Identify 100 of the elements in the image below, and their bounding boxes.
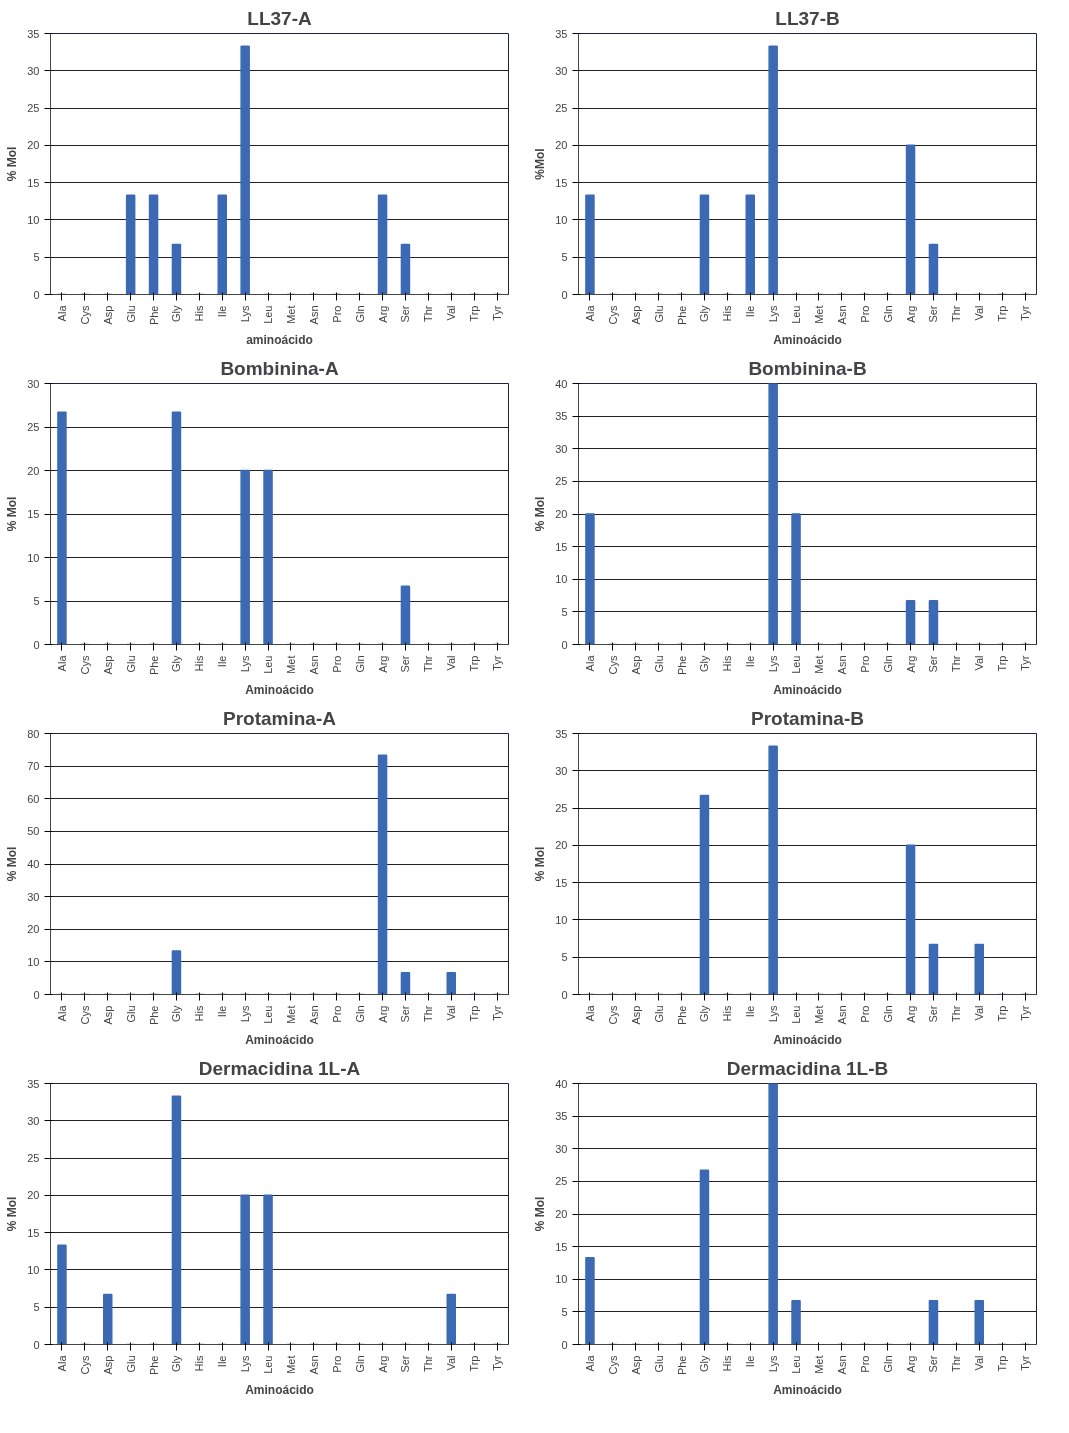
x-tick-label: Lys	[239, 305, 252, 323]
x-tick-label: Ser	[927, 305, 940, 323]
x-tick-label: Gln	[881, 655, 894, 673]
x-tick-label: His	[721, 1005, 734, 1022]
x-tick-label: Cys	[78, 1355, 91, 1375]
x-tick-label: Ala	[583, 1354, 596, 1372]
x-tick-label: Pro	[330, 1355, 343, 1373]
x-tick-label: Gln	[881, 1355, 894, 1373]
x-tick-label: Ile	[216, 655, 229, 668]
x-tick-label: Lys	[767, 655, 780, 673]
x-tick-label: Trp	[996, 1005, 1009, 1022]
y-tick-label: 15	[555, 176, 568, 189]
x-tick-label: Val	[445, 1005, 458, 1021]
x-tick-label: Pro	[858, 1355, 871, 1373]
x-tick-label: Phe	[675, 1005, 688, 1026]
x-tick-label: Trp	[468, 655, 481, 672]
x-tick-label: Leu	[262, 1355, 275, 1374]
y-tick-label: 0	[33, 638, 40, 651]
x-tick-label: Gln	[353, 305, 366, 323]
x-tick-label: Thr	[422, 655, 435, 672]
x-tick-label: His	[193, 1005, 206, 1022]
x-tick-label: Thr	[950, 1005, 963, 1022]
x-tick-label: Ile	[216, 1005, 229, 1018]
x-tick-label: Leu	[262, 1005, 275, 1024]
y-tick-label: 0	[33, 288, 40, 301]
y-tick-label: 20	[555, 139, 568, 152]
x-tick-label: Ala	[55, 1004, 68, 1022]
x-tick-label: Ala	[583, 654, 596, 672]
y-tick-label: 15	[555, 876, 568, 889]
x-tick-label: Glu	[652, 1355, 665, 1373]
y-tick-label: 25	[555, 1175, 568, 1188]
x-tick-label: Thr	[950, 1355, 963, 1372]
x-tick-label: Gly	[170, 1355, 183, 1372]
y-tick-label: 15	[555, 1240, 568, 1253]
y-tick-label: 35	[555, 1110, 568, 1123]
y-tick-label: 0	[561, 638, 568, 651]
x-tick-label: Trp	[468, 305, 481, 322]
x-tick-label: Ser	[927, 1355, 940, 1373]
y-tick-label: 10	[27, 213, 40, 226]
y-tick-label: 25	[27, 102, 40, 115]
x-tick-label: Pro	[858, 655, 871, 673]
x-tick-label: Asp	[101, 305, 114, 325]
y-tick-label: 20	[555, 1208, 568, 1220]
x-tick-label: Tyr	[491, 1355, 504, 1371]
y-tick-label: 15	[27, 508, 40, 520]
y-tick-label: 20	[555, 508, 568, 520]
x-tick-label: His	[193, 655, 206, 672]
x-tick-label: Ile	[744, 1355, 757, 1368]
x-tick-label: Tyr	[491, 1005, 504, 1021]
x-tick-label: Cys	[606, 305, 619, 325]
x-tick-label: Pro	[858, 305, 871, 323]
y-tick-label: 10	[27, 1263, 40, 1276]
x-tick-label: Asn	[307, 655, 320, 675]
chart-title: LL37-B	[775, 7, 840, 29]
x-tick-label: His	[721, 1355, 734, 1372]
x-tick-label: Ser	[399, 1355, 412, 1373]
y-tick-label: 0	[561, 288, 568, 301]
x-tick-label: Phe	[675, 655, 688, 676]
x-tick-label: Leu	[790, 655, 803, 674]
x-tick-label: Glu	[652, 1005, 665, 1023]
x-tick-label: Lys	[767, 1355, 780, 1373]
y-tick-label: 15	[27, 176, 40, 189]
x-tick-label: Val	[445, 305, 458, 321]
x-tick-label: Asp	[629, 305, 642, 325]
x-tick-label: Asn	[835, 305, 848, 325]
x-tick-label: Val	[973, 1355, 986, 1371]
x-tick-label: Cys	[78, 1005, 91, 1025]
x-tick-label: Asn	[307, 305, 320, 325]
x-tick-label: Ser	[399, 1005, 412, 1023]
y-tick-label: 20	[27, 464, 40, 477]
y-tick-label: 25	[555, 475, 568, 488]
y-tick-label: 25	[555, 102, 568, 115]
y-tick-label: 5	[561, 951, 568, 964]
x-tick-label: Arg	[904, 1355, 917, 1373]
x-axis-title: Aminoácido	[245, 1033, 314, 1048]
x-axis-title: Aminoácido	[773, 1383, 842, 1398]
y-tick-label: 0	[33, 1338, 40, 1351]
x-tick-label: Pro	[330, 305, 343, 323]
x-tick-label: Val	[445, 1355, 458, 1371]
x-tick-label: Trp	[996, 1355, 1009, 1372]
x-axis-title: Aminoácido	[773, 1033, 842, 1048]
x-tick-label: Asp	[101, 1355, 114, 1375]
y-tick-label: 30	[27, 1114, 40, 1127]
x-tick-label: Gln	[881, 305, 894, 323]
y-tick-label: 10	[27, 551, 40, 564]
x-tick-label: Ile	[744, 305, 757, 318]
y-axis-title: % Mol	[5, 846, 20, 882]
y-tick-label: 30	[27, 377, 40, 390]
y-tick-label: 35	[555, 27, 568, 40]
x-tick-label: Leu	[790, 305, 803, 324]
x-tick-label: Cys	[78, 305, 91, 325]
y-axis-title: % Mol	[5, 496, 20, 532]
y-tick-label: 5	[33, 251, 40, 264]
x-tick-label: Phe	[147, 655, 160, 676]
x-tick-label: Glu	[124, 1355, 137, 1373]
x-tick-label: Ala	[583, 1004, 596, 1022]
x-tick-label: Gly	[698, 1355, 711, 1372]
x-tick-label: Glu	[124, 1005, 137, 1023]
y-tick-label: 50	[27, 825, 40, 838]
x-tick-label: Phe	[675, 305, 688, 326]
